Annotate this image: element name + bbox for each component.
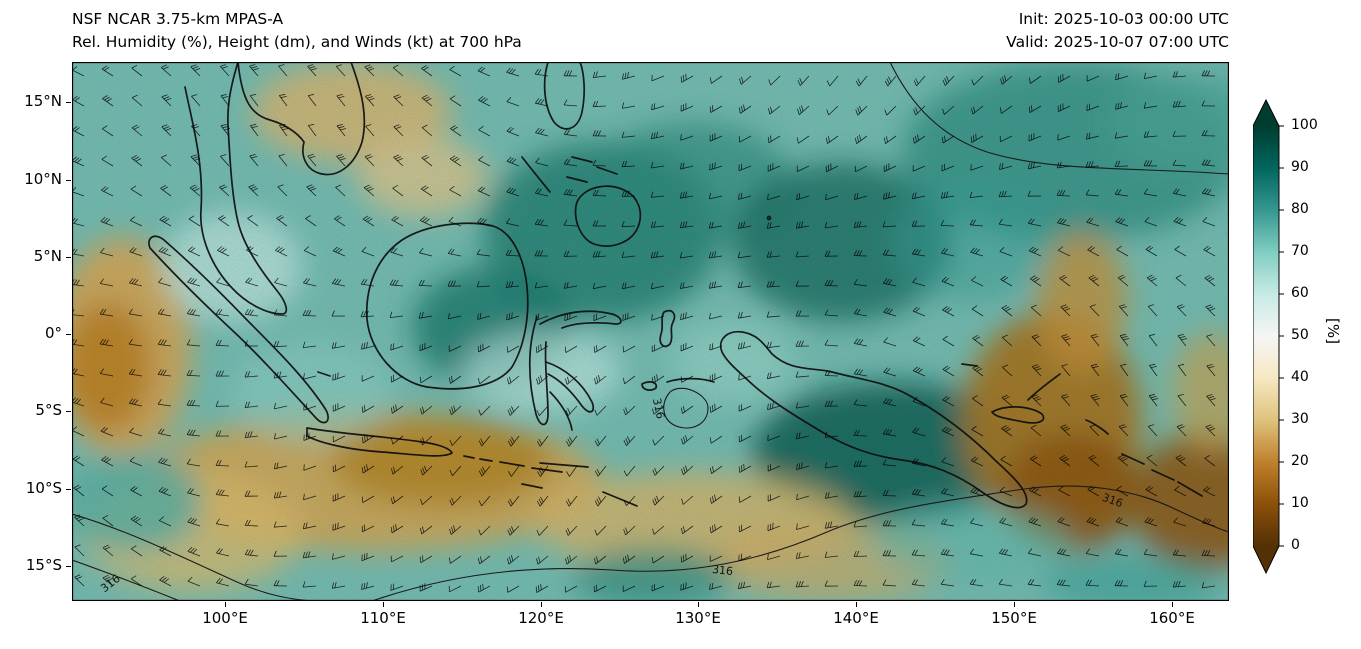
y-axis-tick-label: 15°N [24,92,62,110]
x-tick-mark [698,602,699,607]
colorbar-unit-label: [%] [1324,318,1342,344]
y-tick-mark [66,180,71,181]
colorbar-extend-min [1253,546,1279,573]
y-tick-mark [66,411,71,412]
x-tick-mark [383,602,384,607]
x-tick-mark [225,602,226,607]
y-tick-mark [66,334,71,335]
header-left: NSF NCAR 3.75-km MPAS-A Rel. Humidity (%… [72,8,522,54]
x-axis-tick-label: 150°E [991,609,1037,627]
y-tick-mark [66,102,71,103]
x-axis-tick-label: 140°E [833,609,879,627]
map-canvas [72,62,1229,601]
colorbar-gradient [1253,126,1279,546]
x-axis-tick-label: 120°E [518,609,564,627]
axes-frame [72,62,1229,601]
colorbar-tick-label: 90 [1291,159,1309,175]
y-axis-tick-label: 15°S [25,556,62,574]
colorbar-tick-label: 20 [1291,453,1309,469]
y-tick-mark [66,566,71,567]
contour-label: 316 [711,562,734,579]
y-axis-tick-label: 5°S [35,401,62,419]
x-tick-mark [856,602,857,607]
colorbar-tick-label: 10 [1291,495,1309,511]
y-axis-tick-label: 10°N [24,170,62,188]
colorbar-tick-label: 30 [1291,411,1309,427]
valid-time: Valid: 2025-10-07 07:00 UTC [1006,33,1229,51]
x-axis-tick-label: 130°E [675,609,721,627]
y-axis-tick-label: 10°S [25,479,62,497]
colorbar-tick-label: 100 [1291,117,1318,133]
colorbar-tick-label: 0 [1291,537,1300,553]
y-axis-tick-label: 0° [44,324,62,342]
colorbar-extend-max [1253,100,1279,126]
height-contours-layer [72,62,1229,601]
colorbar-tick-marks [1279,125,1284,547]
model-title: NSF NCAR 3.75-km MPAS-A [72,10,284,28]
colorbar-tick-label: 60 [1291,285,1309,301]
wind-barbs-layer [72,64,1216,593]
coastlines-layer [148,62,1203,509]
x-axis-tick-label: 160°E [1149,609,1195,627]
y-tick-mark [66,257,71,258]
y-tick-mark [66,489,71,490]
colorbar-tick-label: 50 [1291,327,1309,343]
x-tick-mark [1014,602,1015,607]
colorbar-tick-label: 70 [1291,243,1309,259]
texture-overlay [72,62,1229,601]
x-axis-tick-label: 110°E [360,609,406,627]
colorbar [1253,99,1284,575]
field-title: Rel. Humidity (%), Height (dm), and Wind… [72,33,522,51]
x-tick-mark [1172,602,1173,607]
header-right: Init: 2025-10-03 00:00 UTC Valid: 2025-1… [1006,8,1229,54]
colorbar-tick-label: 40 [1291,369,1309,385]
y-axis-tick-label: 5°N [33,247,62,265]
x-tick-mark [541,602,542,607]
colorbar-tick-label: 80 [1291,201,1309,217]
init-time: Init: 2025-10-03 00:00 UTC [1018,10,1229,28]
x-axis-tick-label: 100°E [202,609,248,627]
